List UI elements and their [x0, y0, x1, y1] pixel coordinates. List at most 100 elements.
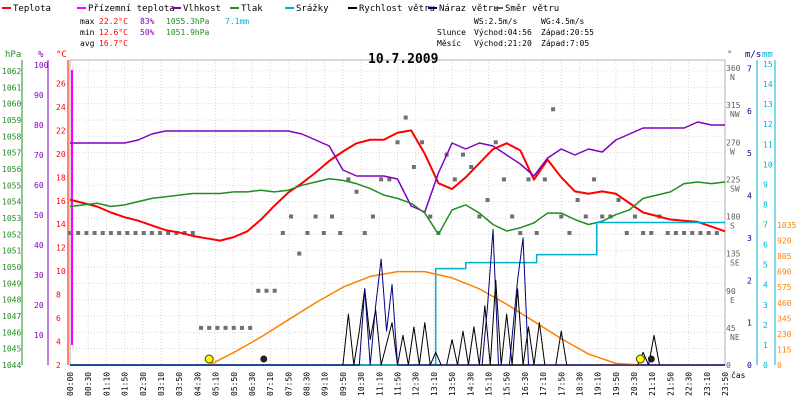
mm-tick: 1: [763, 341, 768, 350]
wind-dir-point: [100, 231, 105, 235]
stats-pressure: 1051.9hPa: [166, 28, 210, 37]
wind-dir-point: [190, 231, 195, 235]
series-sluneční-záření: [208, 270, 641, 366]
sunset-marker: [635, 354, 645, 364]
hpa-tick: 1046: [2, 328, 21, 337]
degc-tick: 16: [56, 197, 66, 206]
x-tick: 03:50: [175, 372, 184, 396]
legend-label: Tlak: [241, 4, 263, 14]
wind-dir-point: [469, 165, 474, 169]
hpa-tick: 1044: [2, 361, 21, 370]
x-tick: 19:50: [612, 372, 621, 396]
x-tick: 09:10: [321, 372, 330, 396]
x-tick: 01:50: [121, 372, 130, 396]
x-tick: 01:10: [102, 372, 111, 396]
x-tick: 13:50: [448, 372, 457, 396]
stats-rain: 7.1mm: [225, 17, 249, 26]
x-tick: 05:50: [230, 372, 239, 396]
deg-tick: 315: [726, 101, 741, 110]
wind-dir-point: [370, 214, 375, 219]
pct-tick: 90: [34, 91, 44, 100]
x-tick: 09:50: [339, 372, 348, 396]
wind-dir-point: [534, 231, 539, 235]
wind-dir-point: [690, 231, 695, 235]
pct-tick: 10: [34, 331, 44, 340]
wind-dir-point: [248, 325, 253, 330]
series-srážky: [70, 221, 725, 366]
mm-tick: 10: [763, 160, 773, 169]
hpa-tick: 1062: [2, 67, 21, 76]
stats-humidity: 83%: [140, 17, 155, 26]
wind-dir-point: [600, 214, 605, 219]
dir-tick: S: [730, 222, 735, 231]
stats-row-label: min: [80, 28, 95, 37]
x-tick: 16:30: [521, 372, 530, 396]
wind-dir-point: [526, 177, 531, 182]
wind-dir-point: [199, 325, 203, 330]
wind-dir-point: [477, 214, 482, 219]
wind-dir-point: [158, 231, 163, 235]
x-tick: 00:00: [66, 372, 75, 396]
stats-temp: 16.7°C: [99, 39, 128, 48]
stats-temp: 22.2°C: [99, 17, 128, 26]
pct-tick: 50: [34, 211, 44, 220]
x-tick: 22:30: [685, 372, 694, 396]
rad-tick: 920: [777, 237, 792, 246]
x-tick: 17:50: [557, 372, 566, 396]
pct-tick: 100: [34, 61, 49, 70]
mm-tick: 0: [763, 361, 768, 370]
ms-tick: 1: [747, 319, 752, 328]
wind-dir-point: [346, 177, 351, 182]
stats-temp: 12.6°C: [99, 28, 128, 37]
wind-dir-point: [149, 231, 154, 235]
x-tick: 17:10: [539, 372, 548, 396]
degc-tick: 26: [56, 79, 66, 88]
hpa-tick: 1056: [2, 165, 21, 174]
ms-tick: 2: [747, 276, 752, 285]
pct-tick: 80: [34, 121, 44, 130]
wind-dir-point: [649, 231, 654, 235]
x-tick: 03:10: [157, 372, 166, 396]
wind-dir-point: [166, 231, 171, 235]
x-tick: 07:50: [284, 372, 293, 396]
x-tick: 08:30: [303, 372, 312, 396]
rad-tick: 115: [777, 345, 792, 354]
x-tick: 00:30: [84, 372, 93, 396]
rad-tick: 230: [777, 330, 792, 339]
mm-tick: 7: [763, 221, 768, 230]
mm-tick: 15: [763, 60, 773, 69]
degc-tick: 22: [56, 126, 66, 135]
legend-label: Směr větru: [505, 4, 559, 14]
degc-tick: 24: [56, 103, 66, 112]
wind-dir-point: [706, 231, 711, 235]
deg-tick: 360: [726, 64, 741, 73]
hpa-tick: 1045: [2, 345, 21, 354]
ms-tick: 7: [747, 64, 752, 73]
rad-tick: 460: [777, 299, 792, 308]
pct-tick: 30: [34, 271, 44, 280]
x-tick: 15:10: [484, 372, 493, 396]
degc-tick: 10: [56, 267, 66, 276]
dir-tick: NE: [730, 333, 740, 342]
wind-dir-point: [428, 214, 433, 219]
wind-dir-point: [461, 152, 465, 157]
wind-dir-point: [665, 231, 670, 235]
x-tick: 18:30: [575, 372, 584, 396]
legend-label: Teplota: [13, 4, 51, 14]
moonset-marker: [260, 355, 268, 363]
stats-row-label: avg: [80, 39, 95, 48]
wind-dir-point: [551, 107, 556, 112]
wind-dir-point: [239, 325, 244, 330]
wind-dir-point: [338, 231, 343, 235]
wind-dir-point: [125, 231, 130, 235]
wind-dir-point: [452, 177, 457, 182]
hpa-tick: 1060: [2, 100, 21, 109]
legend-label: Srážky: [296, 4, 329, 14]
wind-dir-point: [174, 231, 179, 235]
markers: [204, 354, 655, 364]
x-tick: 14:30: [466, 372, 475, 396]
x-tick: 13:10: [430, 372, 439, 396]
wind-dir-point: [84, 231, 89, 235]
x-tick: 21:50: [666, 372, 675, 396]
